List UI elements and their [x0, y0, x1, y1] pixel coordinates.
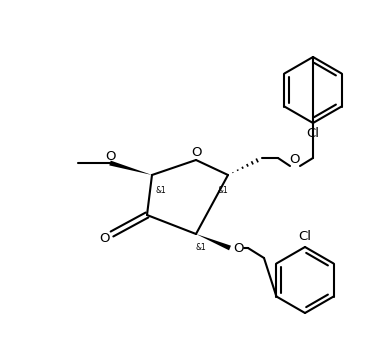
Text: Cl: Cl [306, 127, 320, 139]
Text: O: O [191, 145, 201, 159]
Text: O: O [105, 150, 115, 162]
Text: O: O [234, 242, 244, 254]
Text: Cl: Cl [299, 230, 311, 244]
Text: &1: &1 [196, 244, 207, 253]
Polygon shape [196, 234, 231, 250]
Text: &1: &1 [218, 186, 229, 195]
Text: O: O [290, 152, 300, 166]
Text: &1: &1 [155, 186, 166, 195]
Polygon shape [109, 161, 152, 175]
Text: O: O [99, 231, 109, 245]
